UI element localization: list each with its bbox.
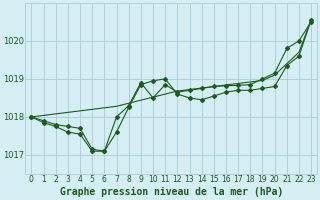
X-axis label: Graphe pression niveau de la mer (hPa): Graphe pression niveau de la mer (hPa) [60,187,283,197]
